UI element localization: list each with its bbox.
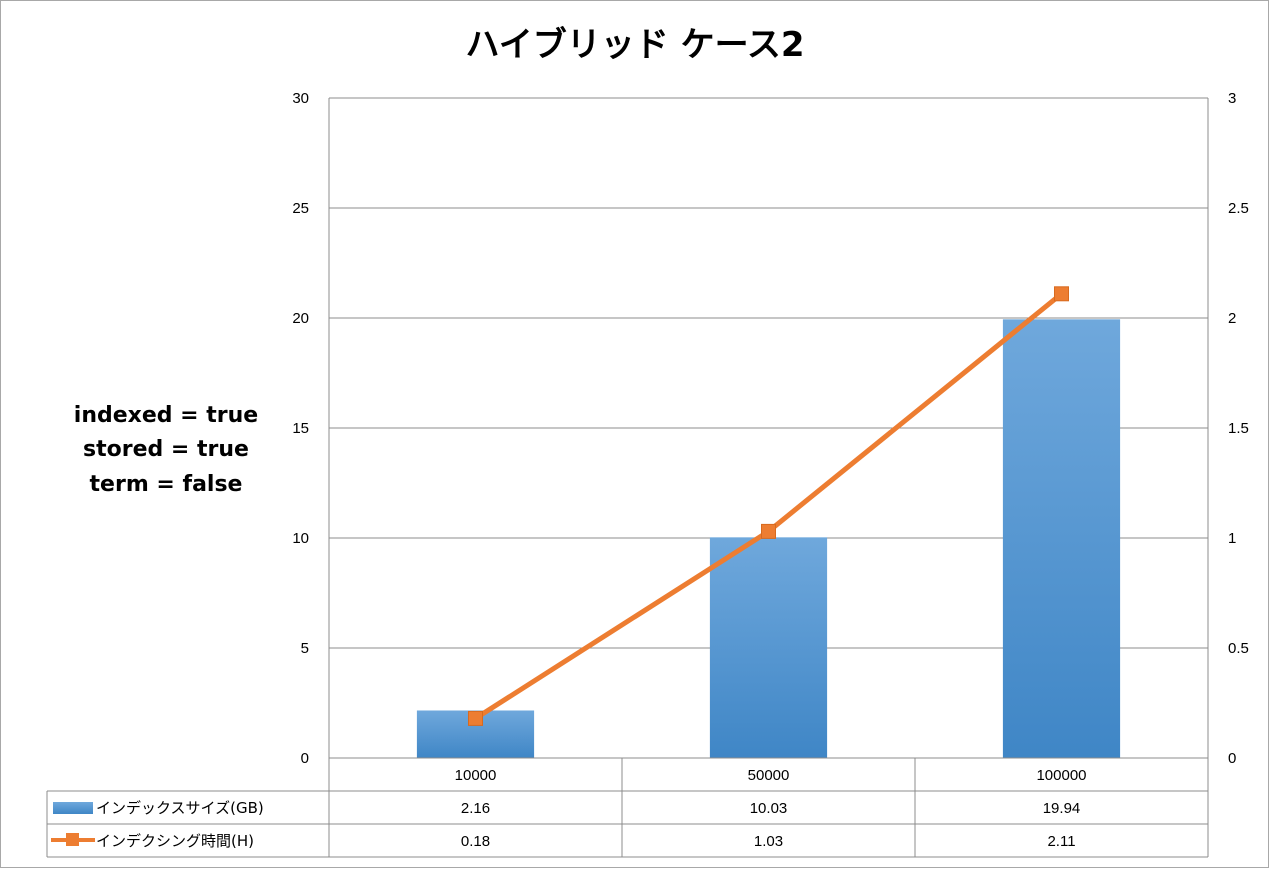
legend-key-bar [53,802,93,814]
right-tick-label: 2.5 [1228,200,1249,217]
right-tick-label: 0.5 [1228,640,1249,657]
bar-series [416,319,1121,758]
right-tick-label: 2 [1228,310,1236,327]
left-tick-label: 15 [292,420,309,437]
right-axis: 0 0.5 1 1.5 2 2.5 3 [1207,90,1249,767]
left-tick-label: 10 [292,530,309,547]
data-label: 1.03 [754,833,783,850]
left-tick-label: 5 [301,640,309,657]
right-tick-label: 1 [1228,530,1236,547]
line-point [468,710,483,726]
data-label: 10.03 [750,800,788,817]
line-point [1054,286,1069,302]
left-tick-label: 25 [292,200,309,217]
right-tick-label: 3 [1228,90,1236,107]
bar [1002,319,1121,758]
data-table: 10000 50000 100000 インデックスサイズ(GB) インデクシング時間(H… [46,757,1209,858]
category-label: 50000 [748,767,790,784]
left-tick-label: 30 [292,90,309,107]
annotation-line: stored = true [83,437,249,462]
data-label: 2.16 [461,800,490,817]
legend-key-marker [66,833,79,846]
data-label: 0.18 [461,833,490,850]
annotation-block: indexed = true stored = true term = fals… [74,403,258,497]
data-label: 19.94 [1043,800,1081,817]
legend-label: インデックスサイズ(GB) [96,799,264,817]
right-tick-label: 1.5 [1228,420,1249,437]
right-tick-label: 0 [1228,750,1236,767]
data-label: 2.11 [1047,833,1075,850]
left-axis: 0 5 10 15 20 25 30 [292,90,330,767]
chart-title: ハイブリッド ケース2 [465,25,804,65]
line-series [468,286,1069,726]
annotation-line: term = false [90,472,243,497]
left-tick-label: 0 [301,750,309,767]
line-point [761,523,776,539]
category-label: 100000 [1036,767,1086,784]
annotation-line: indexed = true [74,403,258,428]
bar [709,537,828,758]
left-tick-label: 20 [292,310,309,327]
category-label: 10000 [455,767,497,784]
legend-label: インデクシング時間(H) [96,832,254,850]
